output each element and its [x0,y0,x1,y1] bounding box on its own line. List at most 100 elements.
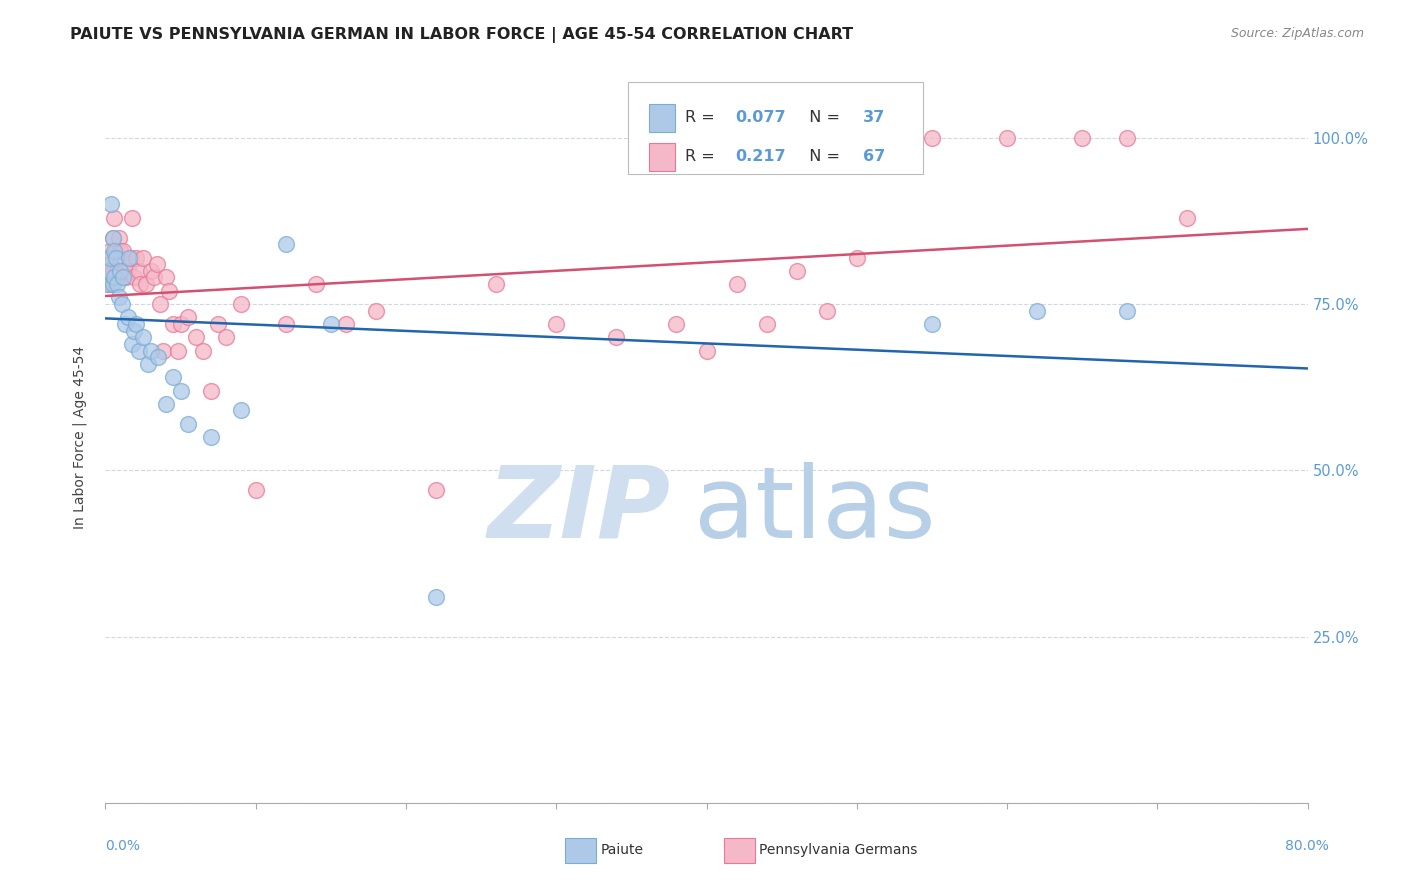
Point [725,277,748,292]
Point [152,343,174,358]
Point [1177,211,1199,225]
Point [148,297,170,311]
Text: 0.0%: 0.0% [105,838,141,853]
Point [1116,131,1139,145]
Point [132,330,155,344]
Text: Paiute: Paiute [600,843,644,857]
Point [122,324,145,338]
Point [177,417,200,431]
Point [1026,303,1049,318]
Point [665,317,688,331]
FancyBboxPatch shape [648,143,675,170]
Text: ZIP: ZIP [488,462,671,558]
Point [184,330,207,344]
Point [162,317,184,331]
Point [101,277,124,292]
Point [335,317,357,331]
Point [96,251,118,265]
Point [207,317,229,331]
Point [121,211,143,225]
Point [162,370,184,384]
Text: N =: N = [799,149,845,164]
Point [696,343,718,358]
Point [274,317,297,331]
Point [100,277,122,292]
Point [112,270,135,285]
Text: 37: 37 [863,111,884,126]
FancyBboxPatch shape [648,104,675,132]
Point [177,310,200,325]
Point [1116,303,1139,318]
Text: 0.217: 0.217 [735,149,786,164]
Point [166,343,188,358]
Point [200,430,222,444]
Point [97,251,120,265]
Point [786,264,808,278]
Point [108,290,131,304]
Point [845,251,868,265]
Point [98,264,121,278]
Point [115,270,138,285]
Point [112,244,135,258]
Point [229,403,252,417]
Point [155,397,177,411]
Point [110,264,132,278]
Point [139,264,162,278]
Point [96,277,118,292]
Point [129,277,152,292]
Point [425,483,447,498]
Point [136,357,159,371]
Point [120,251,142,265]
Point [157,284,180,298]
Point [124,317,146,331]
Point [121,337,143,351]
Point [103,270,125,285]
Point [117,264,139,278]
Point [200,384,222,398]
Point [111,264,134,278]
Point [921,131,943,145]
Point [101,264,124,278]
Point [101,230,124,244]
Point [921,317,943,331]
FancyBboxPatch shape [628,82,922,174]
Point [104,251,127,265]
Point [108,230,131,244]
Point [103,211,125,225]
Point [274,237,297,252]
Point [128,343,150,358]
Point [319,317,342,331]
Point [103,244,125,258]
Point [104,244,127,258]
Point [155,270,177,285]
Point [305,277,328,292]
Y-axis label: In Labor Force | Age 45-54: In Labor Force | Age 45-54 [72,345,87,529]
Point [1071,131,1094,145]
Point [229,297,252,311]
Point [118,251,141,265]
Point [114,264,136,278]
Point [100,197,122,211]
Point [97,270,120,285]
Point [169,317,191,331]
Point [135,277,157,292]
Text: Source: ZipAtlas.com: Source: ZipAtlas.com [1230,27,1364,40]
Point [107,277,129,292]
Point [100,257,122,271]
Point [98,244,121,258]
Point [110,244,132,258]
Point [114,317,136,331]
Point [815,303,838,318]
Point [124,251,146,265]
Point [128,264,150,278]
Point [96,277,118,292]
Point [605,330,627,344]
Point [132,251,155,265]
Point [122,270,145,285]
Point [117,310,139,325]
Point [111,297,134,311]
Point [107,264,129,278]
Text: R =: R = [685,111,720,126]
Point [425,590,447,604]
Point [139,343,162,358]
